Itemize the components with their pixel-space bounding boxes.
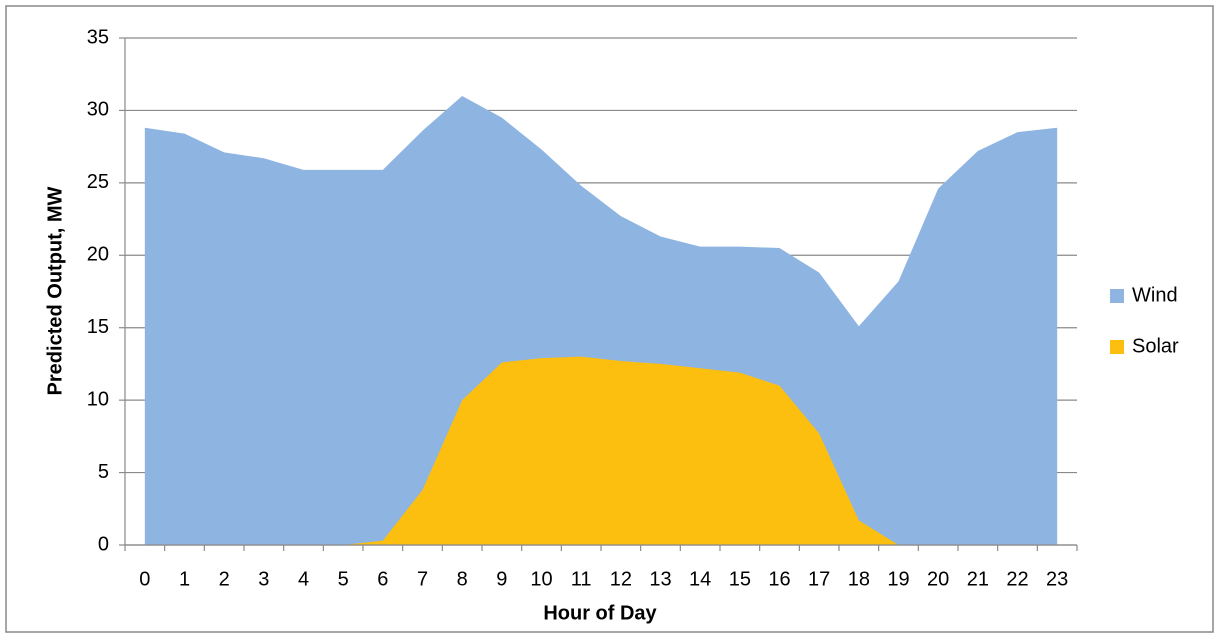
x-axis-title: Hour of Day — [543, 602, 657, 624]
legend-swatch — [1110, 289, 1124, 303]
area — [144, 95, 1058, 545]
legend-swatch — [1110, 340, 1124, 354]
x-tick-label: 8 — [457, 568, 468, 590]
x-tick-label: 5 — [338, 568, 349, 590]
x-tick-label: 11 — [571, 568, 592, 590]
legend-label: Wind — [1132, 284, 1178, 306]
x-tick-label: 0 — [139, 568, 150, 590]
x-tick-label: 16 — [768, 568, 790, 590]
x-tick-label: 23 — [1046, 568, 1068, 590]
y-tick-label: 30 — [87, 99, 109, 121]
y-axis-title: Predicted Output, MW — [44, 186, 66, 395]
x-tick-label: 7 — [417, 568, 428, 590]
x-tick-label: 10 — [530, 568, 552, 590]
x-tick-label: 22 — [1006, 568, 1028, 590]
x-tick-label: 2 — [219, 568, 230, 590]
x-tick-label: 15 — [729, 568, 751, 590]
x-tick-label: 19 — [887, 568, 909, 590]
y-tick-label: 35 — [87, 26, 109, 48]
x-tick-label: 13 — [649, 568, 671, 590]
x-tick-label: 4 — [298, 568, 309, 590]
x-tick-label: 12 — [610, 568, 632, 590]
x-tick-label: 14 — [689, 568, 711, 590]
x-tick-label: 17 — [808, 568, 830, 590]
y-tick-label: 5 — [98, 461, 109, 483]
x-tick-label: 20 — [927, 568, 949, 590]
x-tick-label: 21 — [967, 568, 989, 590]
legend-label: Solar — [1132, 335, 1179, 357]
x-tick-label: 3 — [258, 568, 269, 590]
x-tick-label: 1 — [179, 568, 190, 590]
y-tick-label: 25 — [87, 171, 109, 193]
x-tick-label: 18 — [848, 568, 870, 590]
y-tick-label: 20 — [87, 244, 109, 266]
area — [144, 356, 1058, 545]
x-tick-label: 6 — [377, 568, 388, 590]
y-tick-label: 15 — [87, 316, 109, 338]
x-tick-label: 9 — [496, 568, 507, 590]
y-tick-label: 0 — [98, 533, 109, 555]
y-tick-label: 10 — [87, 388, 109, 410]
